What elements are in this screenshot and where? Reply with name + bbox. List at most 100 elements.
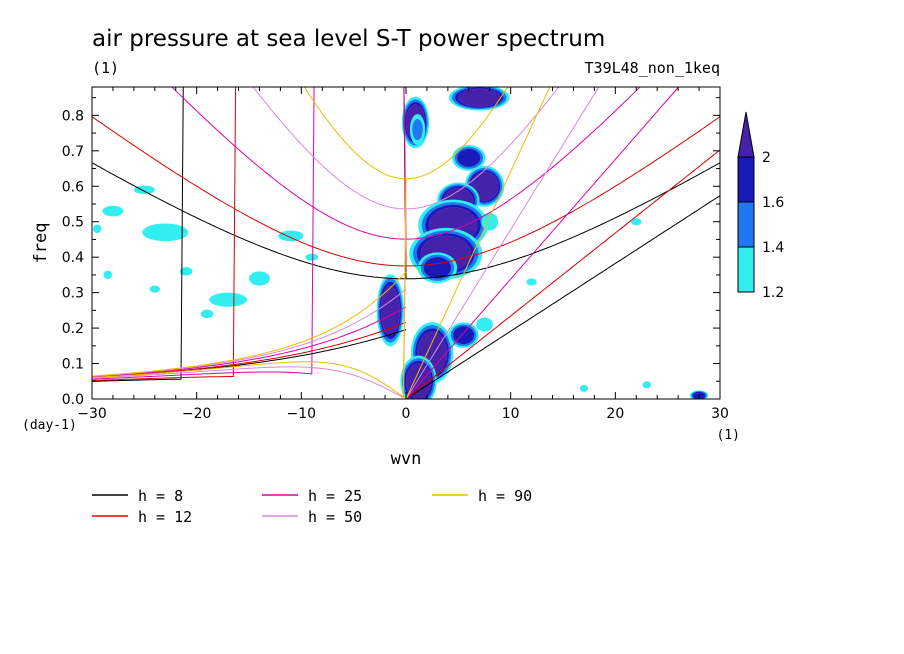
blob-level-3 xyxy=(476,317,493,332)
blob-level-3 xyxy=(103,270,112,280)
colorbar-segment xyxy=(737,246,755,293)
y-tick-labels: 0.0 0.1 0.2 0.3 0.4 0.5 0.6 0.7 0.8 xyxy=(62,108,84,408)
legend-label: h = 90 xyxy=(478,487,532,505)
spectrum-blob xyxy=(526,278,537,286)
dispersion-h90 xyxy=(92,87,551,399)
blob-level-3 xyxy=(149,285,161,293)
x-tick-label: 20 xyxy=(606,406,624,422)
axis-ticks xyxy=(91,87,721,400)
blob-level-0 xyxy=(458,88,501,107)
x-axis-label: wvn xyxy=(391,449,422,469)
y-tick-label: 0.1 xyxy=(62,357,84,373)
x-tick-label: 10 xyxy=(502,406,520,422)
spectrum-blob xyxy=(305,253,319,261)
spectrum-blob xyxy=(102,205,124,217)
spectrum-blob xyxy=(249,271,270,286)
spectrum-blob xyxy=(448,322,479,349)
legend-entry: h = 12 xyxy=(92,508,192,526)
mrg-wave-curve xyxy=(92,321,407,378)
spectrum-blob xyxy=(209,292,247,307)
colorbar-label: 1.4 xyxy=(762,240,784,256)
legend-entry: h = 25 xyxy=(262,487,362,505)
blob-level-3 xyxy=(102,205,124,217)
spectrum-blob xyxy=(133,185,155,195)
blob-level-3 xyxy=(579,384,589,392)
spectrum-blob xyxy=(376,274,404,347)
colorbar-label: 1.6 xyxy=(762,195,784,211)
spectrum-blob xyxy=(278,230,304,242)
spectrum-blob xyxy=(452,145,486,171)
kelvin-wave-curve xyxy=(405,87,680,399)
kelvin-wave-curve xyxy=(405,87,551,399)
blob-level-3 xyxy=(278,230,304,242)
legend-label: h = 25 xyxy=(308,487,362,505)
power-spectrum-shading xyxy=(93,87,709,399)
rossby-wave-curve xyxy=(92,178,407,399)
blob-level-3 xyxy=(179,267,193,276)
blob-level-1 xyxy=(457,149,481,167)
blob-level-3 xyxy=(631,218,642,226)
colorbar-label: 2 xyxy=(762,150,771,166)
colorbar-segment xyxy=(737,156,755,203)
rossby-wave-curve xyxy=(92,87,407,380)
spectrum-blob xyxy=(149,285,161,293)
rossby-wave-curve xyxy=(92,208,407,399)
spectrum-blob xyxy=(200,309,214,319)
x-tick-label: 30 xyxy=(711,406,729,422)
y-tick-label: 0.2 xyxy=(62,321,84,337)
kelvin-wave-curve xyxy=(405,87,600,399)
blob-level-1 xyxy=(423,257,452,279)
legend-label: h = 8 xyxy=(138,487,183,505)
spectrum-blob xyxy=(93,224,102,234)
y-axis-label: freq xyxy=(31,223,51,264)
chart-title: air pressure at sea level S-T power spec… xyxy=(92,26,605,52)
x-tick-label: 0 xyxy=(402,406,411,422)
blob-level-3 xyxy=(200,309,214,319)
colorbar-top-arrow xyxy=(737,111,755,158)
dispersion-h25 xyxy=(92,87,680,399)
blob-level-3 xyxy=(642,381,651,389)
spectrum-blob xyxy=(103,270,112,280)
x-tick-label: −10 xyxy=(287,406,317,422)
blob-level-3 xyxy=(249,271,270,286)
blob-level-3 xyxy=(93,224,102,234)
chart-subtitle-units: (1) xyxy=(92,59,119,77)
legend-label: h = 50 xyxy=(308,508,362,526)
y-tick-label: 0.0 xyxy=(62,392,84,408)
colorbar: 2 1.6 1.4 1.2 xyxy=(737,111,784,301)
blob-level-0 xyxy=(405,363,432,399)
blob-level-3 xyxy=(526,278,537,286)
spectrum-blob xyxy=(579,384,589,392)
y-axis-unit: (day-1) xyxy=(22,418,77,433)
dispersion-curves xyxy=(92,87,720,399)
x-tick-label: −30 xyxy=(77,406,107,422)
rossby-wave-curve xyxy=(92,87,407,381)
colorbar-segment xyxy=(737,201,755,248)
y-tick-label: 0.7 xyxy=(62,144,84,160)
spectrum-blob xyxy=(642,381,651,389)
blob-level-3 xyxy=(305,253,319,261)
spectrum-blob xyxy=(448,87,510,111)
y-tick-label: 0.4 xyxy=(62,250,84,266)
mrg-wave-curve xyxy=(92,306,407,378)
mrg-wave-curve xyxy=(92,288,407,377)
spectrum-blob xyxy=(631,218,642,226)
spectrum-blob xyxy=(142,223,189,242)
spectrum-blob xyxy=(409,114,426,145)
blob-level-3 xyxy=(209,292,247,307)
legend-entry: h = 50 xyxy=(262,508,362,526)
kelvin-wave-curve xyxy=(405,149,720,399)
y-tick-label: 0.8 xyxy=(62,108,84,124)
x-axis-unit: (1) xyxy=(717,428,740,443)
legend: h = 8 h = 12 h = 25 h = 50 h = 90 xyxy=(92,487,532,526)
legend-entry: h = 8 xyxy=(92,487,183,505)
blob-level-3 xyxy=(133,185,155,195)
colorbar-label: 1.2 xyxy=(762,285,784,301)
spectrum-blob xyxy=(179,267,193,276)
x-tick-labels: −30 −20 −10 0 10 20 30 xyxy=(77,406,729,422)
kelvin-wave-curve xyxy=(405,195,720,399)
legend-label: h = 12 xyxy=(138,508,192,526)
y-tick-label: 0.3 xyxy=(62,286,84,302)
legend-entry: h = 90 xyxy=(432,487,532,505)
